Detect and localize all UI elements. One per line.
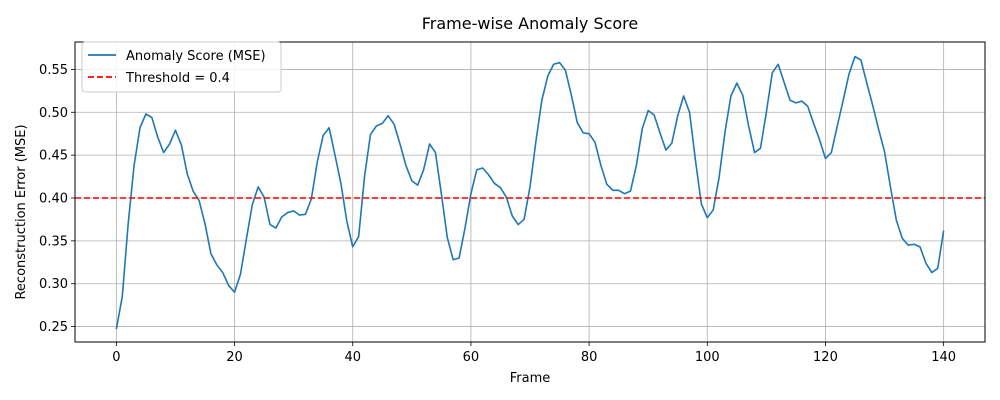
- y-tick-label: 0.35: [39, 234, 68, 249]
- legend-label-threshold: Threshold = 0.4: [125, 71, 230, 86]
- x-tick-label: 40: [344, 350, 361, 365]
- x-tick-label: 0: [112, 350, 120, 365]
- y-tick-label: 0.55: [39, 63, 68, 78]
- axis-ticks: 0 20 40 60 80 100 120 140 0.25 0.30 0.35 0.40 0.45 0.…: [39, 63, 956, 365]
- plot-frame: [74, 41, 986, 343]
- y-tick-label: 0.30: [39, 277, 68, 292]
- x-tick-label: 80: [581, 350, 598, 365]
- x-tick-label: 20: [226, 350, 243, 365]
- chart-title: Frame-wise Anomaly Score: [422, 14, 639, 33]
- grid-lines: [75, 42, 985, 342]
- y-axis-label: Reconstruction Error (MSE): [14, 124, 29, 299]
- anomaly-score-line: [115, 55, 945, 330]
- y-tick-label: 0.40: [39, 192, 68, 207]
- y-tick-label: 0.45: [39, 149, 68, 164]
- x-tick-label: 100: [695, 350, 720, 365]
- series-layer: [75, 55, 985, 330]
- y-tick-label: 0.50: [39, 106, 68, 121]
- x-tick-label: 120: [813, 350, 838, 365]
- legend-label-anomaly-score: Anomaly Score (MSE): [126, 49, 266, 64]
- y-tick-label: 0.25: [39, 320, 68, 335]
- legend-box: [81, 41, 282, 93]
- x-tick-label: 60: [463, 350, 480, 365]
- x-axis-label: Frame: [510, 371, 551, 386]
- x-tick-label: 140: [931, 350, 956, 365]
- legend: Anomaly Score (MSE) Threshold = 0.4: [81, 41, 282, 93]
